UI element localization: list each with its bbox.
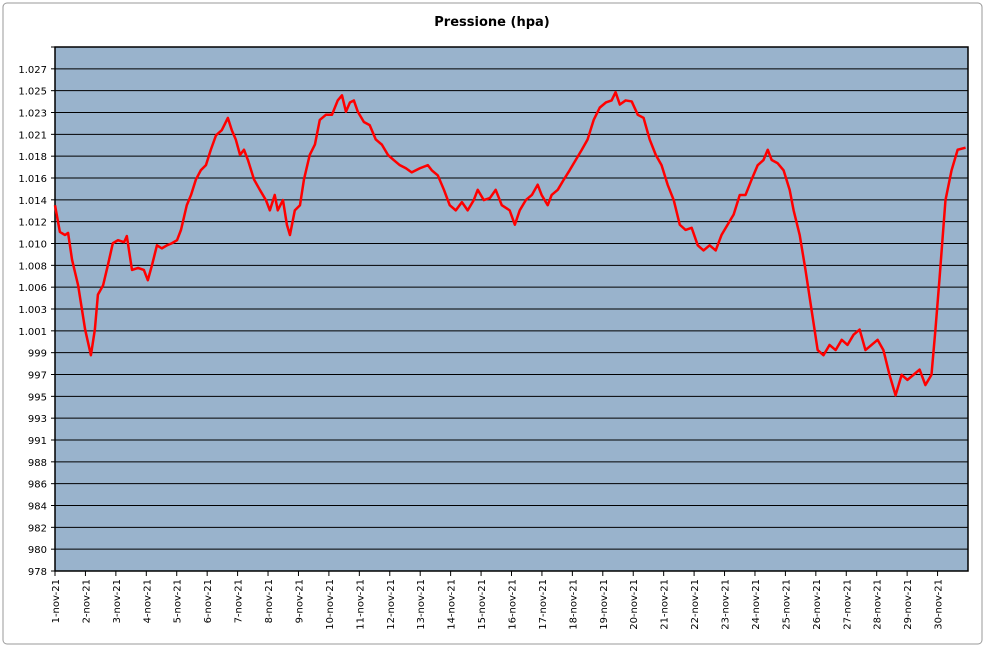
x-tick-label: 26-nov-21 [812,579,823,630]
x-tick-label: 21-nov-21 [660,579,671,630]
y-tick-label: 1.023 [18,109,47,120]
x-tick-label: 19-nov-21 [599,579,610,630]
y-tick-label: 993 [28,414,47,425]
y-tick-label: 999 [28,349,47,360]
x-tick-label: 27-nov-21 [842,579,853,630]
x-tick-label: 23-nov-21 [721,579,732,630]
x-tick-label: 15-nov-21 [477,579,488,630]
x-tick-label: 1-nov-21 [51,579,62,623]
x-tick-label: 18-nov-21 [568,579,579,630]
x-tick-label: 2-nov-21 [81,579,92,623]
y-tick-label: 982 [28,523,47,534]
x-tick-label: 14-nov-21 [447,579,458,630]
x-tick-label: 20-nov-21 [629,579,640,630]
y-tick-label: 1.027 [18,65,47,76]
y-tick-label: 1.021 [18,130,47,141]
y-tick-label: 1.018 [18,152,47,163]
x-tick-label: 22-nov-21 [690,579,701,630]
y-tick-label: 991 [28,436,47,447]
x-tick-label: 4-nov-21 [142,579,153,623]
x-tick-label: 13-nov-21 [416,579,427,630]
y-tick-label: 1.016 [18,174,47,185]
x-tick-label: 11-nov-21 [355,579,366,630]
x-tick-label: 3-nov-21 [112,579,123,623]
y-tick-label: 986 [28,480,47,491]
y-tick-label: 1.014 [18,196,47,207]
y-tick-label: 1.001 [18,327,47,338]
y-tick-label: 1.012 [18,218,47,229]
x-tick-label: 28-nov-21 [873,579,884,630]
x-tick-label: 17-nov-21 [538,579,549,630]
y-tick-label: 980 [28,545,47,556]
chart-title: Pressione (hpa) [434,15,549,30]
y-tick-label: 1.025 [18,87,47,98]
x-tick-label: 5-nov-21 [173,579,184,623]
x-tick-label: 9-nov-21 [294,579,305,623]
x-tick-label: 6-nov-21 [203,579,214,623]
y-tick-label: 978 [28,567,47,578]
plot-frame [54,46,969,572]
pressure-line [53,90,966,397]
x-tick-label: 7-nov-21 [234,579,245,623]
y-tick-label: 997 [28,371,47,382]
y-tick-label: 1.006 [18,283,47,294]
y-tick-label: 1.003 [18,305,47,316]
x-tick-label: 25-nov-21 [781,579,792,630]
y-tick-label: 1.008 [18,261,47,272]
x-tick-label: 29-nov-21 [903,579,914,630]
x-tick-label: 12-nov-21 [386,579,397,630]
x-tick-label: 24-nov-21 [751,579,762,630]
y-tick-label: 995 [28,392,47,403]
x-tick-label: 16-nov-21 [508,579,519,630]
x-tick-label: 10-nov-21 [325,579,336,630]
y-tick-label: 1.010 [18,240,47,251]
x-tick-label: 30-nov-21 [934,579,945,630]
x-tick-label: 8-nov-21 [264,579,275,623]
y-tick-label: 988 [28,458,47,469]
y-tick-label: 984 [28,502,47,513]
